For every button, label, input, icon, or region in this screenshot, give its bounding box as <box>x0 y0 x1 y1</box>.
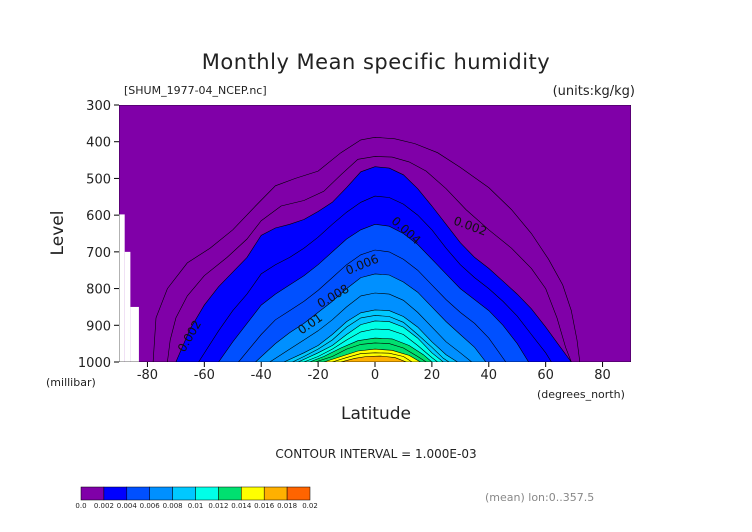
x-tick-label: -20 <box>307 368 328 383</box>
y-tick-label: 1000 <box>78 356 111 371</box>
contour-line <box>309 337 433 362</box>
contour-line <box>255 273 487 362</box>
contour-line <box>292 315 450 362</box>
missing-data-region <box>119 214 139 362</box>
contour-line <box>175 166 572 362</box>
y-tick-label: 400 <box>86 136 111 151</box>
x-tick-label: -60 <box>194 368 215 383</box>
contour-line <box>332 352 413 362</box>
contour-interval: CONTOUR INTERVAL = 1.000E-03 <box>275 447 476 461</box>
missing-data-block <box>119 214 125 362</box>
x-axis-ticks: -80 -60 -40 -20 0 20 40 60 80 <box>137 362 611 383</box>
colorbar-swatch <box>195 486 219 501</box>
x-tick-label: 60 <box>537 368 554 383</box>
y-tick-label: 800 <box>86 283 111 298</box>
contour-line <box>198 195 552 362</box>
contour-line <box>340 355 407 362</box>
colorbar-label: 0.002 <box>94 502 114 510</box>
contour-fill-band <box>340 356 407 362</box>
missing-data-block <box>130 306 139 362</box>
contour-lines <box>152 136 581 362</box>
contour-line <box>218 223 529 362</box>
colorbar-swatch <box>149 486 173 501</box>
x-axis-label: Latitude <box>341 404 411 424</box>
colorbar-swatch <box>172 486 196 501</box>
colorbar-swatch <box>103 486 128 501</box>
x-tick-label: 80 <box>594 368 611 383</box>
y-tick-label: 500 <box>86 172 111 187</box>
colorbar-label: 0.006 <box>140 502 161 510</box>
colorbar-label: 0.018 <box>277 502 297 510</box>
contour-line-outer <box>152 136 581 362</box>
y-tick-label: 900 <box>86 319 111 334</box>
mean-note: (mean) lon:0..357.5 <box>485 491 594 504</box>
x-tick-label: 0 <box>371 368 379 383</box>
contour-line <box>298 320 444 362</box>
colorbar-label: 0.01 <box>188 502 204 510</box>
x-tick-label: 40 <box>481 368 498 383</box>
colorbar-swatch <box>263 486 288 501</box>
plot-area <box>119 105 631 362</box>
colorbar-label: 0.0 <box>75 502 86 510</box>
y-tick-label: 700 <box>86 246 111 261</box>
colorbar-swatch <box>241 486 265 501</box>
colorbar-swatch <box>286 486 311 501</box>
colorbar-label: 0.014 <box>231 502 252 510</box>
contour-line <box>315 342 427 362</box>
colorbar: 0.0 0.002 0.004 0.006 0.008 0.01 0.012 0.014 0.0… <box>75 486 318 510</box>
missing-data-block <box>124 251 131 362</box>
y-axis-label: Level <box>48 211 68 256</box>
units-label: (units:kg/kg) <box>553 84 635 99</box>
colorbar-label: 0.02 <box>302 502 318 510</box>
contour-line <box>269 292 472 362</box>
y-axis-ticks: 300 400 500 600 700 800 900 1000 <box>78 99 119 371</box>
contour-line <box>238 249 507 362</box>
colorbar-swatch <box>80 486 105 501</box>
contour-line <box>303 328 438 362</box>
x-axis-units: (degrees_north) <box>537 388 625 401</box>
chart-title: Monthly Mean specific humidity <box>202 50 550 74</box>
dataset-subtitle: [SHUM_1977-04_NCEP.nc] <box>124 84 267 97</box>
colorbar-label: 0.004 <box>117 502 138 510</box>
y-axis-units: (millibar) <box>46 376 96 389</box>
colorbar-label: 0.008 <box>163 502 183 510</box>
y-tick-label: 300 <box>86 99 111 114</box>
colorbar-swatch <box>218 486 242 501</box>
contour-line <box>323 348 421 362</box>
x-tick-label: 20 <box>424 368 441 383</box>
contour-line <box>283 309 458 362</box>
colorbar-swatch <box>126 486 150 501</box>
x-tick-label: -80 <box>137 368 158 383</box>
x-tick-label: -40 <box>251 368 272 383</box>
colorbar-label: 0.016 <box>254 502 275 510</box>
contour-line-outer <box>167 156 572 362</box>
y-tick-label: 600 <box>86 209 111 224</box>
colorbar-label: 0.012 <box>208 502 228 510</box>
